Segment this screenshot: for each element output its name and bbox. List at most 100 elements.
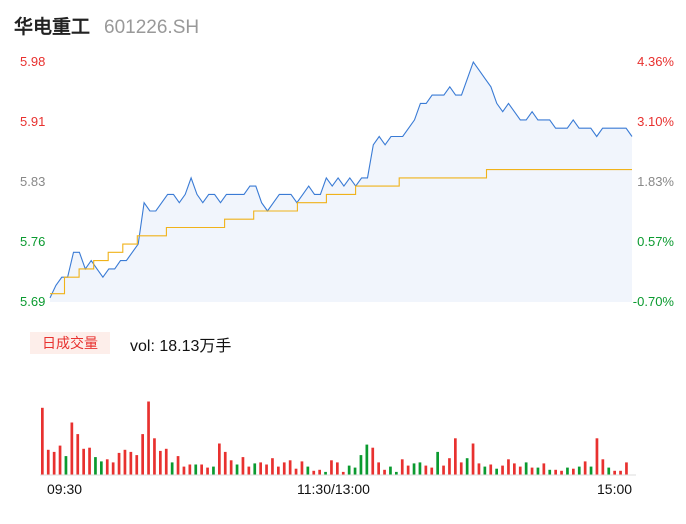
volume-bar — [513, 463, 516, 475]
volume-bar — [82, 448, 85, 476]
volume-bar — [400, 459, 404, 476]
volume-bar — [76, 434, 80, 476]
volume-bar — [595, 438, 599, 476]
volume-bar — [501, 465, 504, 475]
volume-bar — [530, 467, 534, 475]
volume-bar — [218, 443, 221, 475]
volume-bar — [259, 462, 262, 475]
pct-tick-label: -0.70% — [632, 294, 674, 309]
volume-bar — [589, 466, 593, 475]
volume-bar — [111, 462, 115, 475]
volume-bar — [371, 447, 375, 475]
volume-bar — [64, 456, 68, 475]
volume-bar — [324, 471, 327, 475]
volume-bar — [459, 462, 463, 475]
volume-bar — [507, 459, 510, 476]
volume-bar — [365, 444, 369, 475]
volume-bar — [430, 467, 434, 475]
volume-bar — [619, 470, 622, 475]
volume-bar — [613, 470, 616, 475]
volume-bar — [200, 464, 203, 475]
volume-bar — [123, 449, 127, 475]
volume-bar — [176, 456, 180, 475]
volume-bar — [41, 407, 44, 475]
price-tick-label: 5.83 — [20, 174, 46, 189]
volume-bar — [94, 457, 97, 475]
volume-bar — [117, 452, 121, 475]
volume-bar — [607, 467, 611, 475]
volume-bar — [412, 463, 416, 475]
volume-bar — [235, 464, 239, 475]
volume-bar — [542, 463, 546, 475]
volume-bar — [583, 461, 587, 476]
price-line — [49, 60, 633, 299]
volume-bar — [288, 460, 292, 475]
volume-bar — [247, 466, 251, 475]
volume-bar — [100, 461, 103, 476]
volume-bar — [159, 450, 162, 476]
volume-bar — [147, 401, 150, 475]
time-label-open: 09:30 — [47, 481, 83, 497]
volume-bar — [312, 470, 316, 475]
volume-bar — [129, 451, 133, 475]
volume-bar — [170, 462, 174, 475]
time-label-close: 15:00 — [597, 481, 633, 497]
volume-bar — [383, 469, 386, 476]
price-tick-label: 5.76 — [20, 234, 46, 249]
volume-bar — [58, 445, 62, 475]
volume-bar — [282, 462, 286, 475]
volume-bar — [548, 469, 552, 476]
volume-bar — [318, 469, 321, 476]
volume-bar — [442, 465, 445, 475]
volume-bar — [395, 471, 398, 475]
volume-bar — [436, 451, 439, 475]
volume-bar — [341, 471, 345, 475]
volume-bar — [406, 465, 410, 475]
volume-bar — [271, 458, 274, 475]
volume-bar — [182, 466, 186, 475]
volume-bar — [465, 458, 469, 475]
volume-bar — [353, 467, 357, 475]
volume-text: vol: 18.13万手 — [130, 338, 232, 355]
price-tick-label: 5.69 — [20, 294, 46, 309]
volume-bar — [424, 465, 428, 475]
volume-bar — [418, 462, 422, 475]
volume-bar — [164, 448, 168, 476]
volume-bar — [377, 462, 380, 475]
average-price-line — [50, 169, 632, 295]
volume-bar — [153, 438, 156, 476]
volume-bar — [188, 464, 192, 475]
pct-tick-label: 3.10% — [637, 114, 674, 129]
volume-bar — [448, 458, 451, 475]
volume-tag[interactable]: 日成交量 — [30, 332, 110, 354]
volume-bar — [601, 459, 605, 476]
volume-bar — [347, 465, 351, 475]
volume-bar — [194, 464, 198, 475]
pct-tick-label: 4.36% — [637, 54, 674, 69]
volume-bar — [52, 451, 56, 475]
volume-bar — [294, 468, 298, 475]
volume-bar — [454, 438, 457, 476]
volume-bar — [577, 466, 581, 475]
volume-bar — [625, 462, 628, 475]
volume-bar — [206, 467, 209, 475]
volume-bar — [135, 455, 139, 475]
volume-bar — [105, 459, 109, 476]
volume-bar — [572, 468, 575, 475]
volume-bar — [554, 469, 557, 476]
volume-bar — [141, 434, 144, 476]
volume-bar — [359, 455, 363, 475]
volume-bar — [212, 466, 215, 475]
volume-bar — [524, 462, 528, 475]
volume-bar — [336, 462, 339, 475]
volume-bar — [330, 460, 333, 475]
volume-bar — [241, 457, 245, 475]
volume-bar — [477, 463, 481, 475]
volume-bar — [536, 467, 540, 475]
volume-bar — [253, 463, 257, 475]
time-label-midday: 11:30/13:00 — [297, 481, 370, 497]
volume-bar — [229, 460, 233, 475]
pct-tick-label: 1.83% — [637, 174, 674, 189]
volume-bar — [277, 466, 280, 475]
